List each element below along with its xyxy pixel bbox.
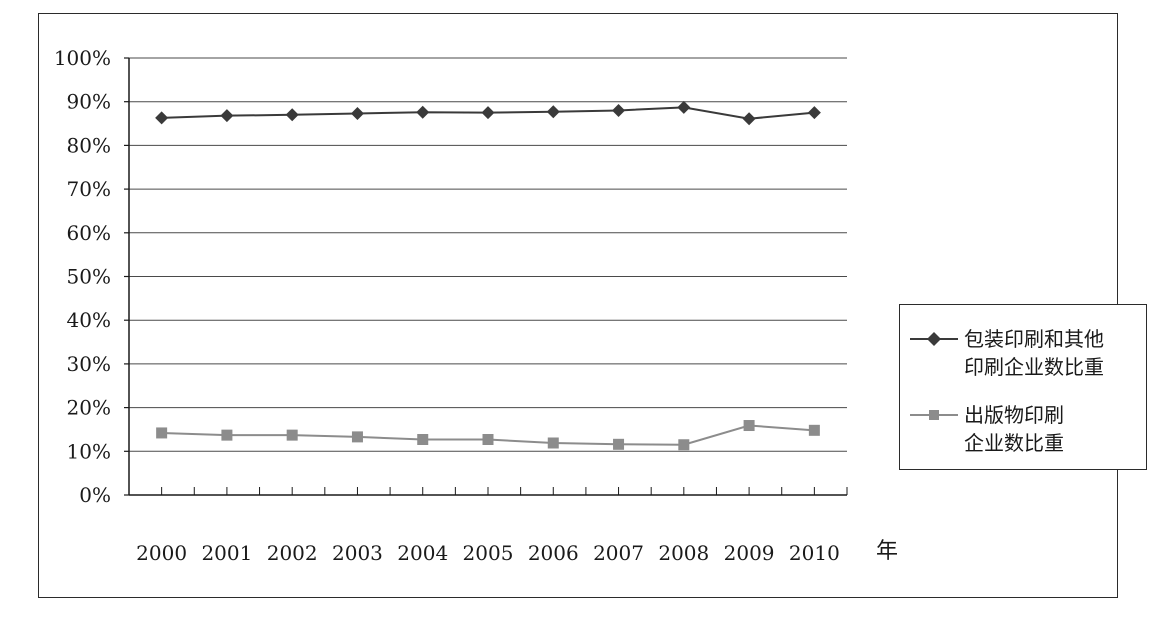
y-tick-label: 20% [67, 396, 111, 420]
x-tick-label: 2003 [332, 541, 383, 565]
data-point-diamond [612, 103, 626, 117]
data-point-square [808, 424, 820, 436]
legend-entry-publication: 出版物印刷 企业数比重 [908, 401, 1064, 457]
data-point-square [743, 420, 755, 432]
legend: 包装印刷和其他 印刷企业数比重 出版物印刷 企业数比重 [899, 304, 1147, 470]
data-point-diamond [481, 106, 495, 120]
line-chart: 0% 10% 20% 30% 40% 50% 60% 70% 80% 90% 100% 2000 200… [54, 46, 898, 565]
x-tick-label: 2008 [658, 541, 709, 565]
x-tick-label: 2006 [528, 541, 579, 565]
legend-swatch-diamond-icon [910, 332, 958, 346]
y-tick-label: 40% [67, 308, 111, 332]
data-point-square [613, 438, 625, 450]
data-point-diamond [285, 108, 299, 122]
data-point-diamond [416, 105, 430, 119]
data-point-diamond [677, 100, 691, 114]
x-tick-label: 2004 [397, 541, 448, 565]
data-point-diamond [742, 112, 756, 126]
data-point-square [482, 434, 494, 446]
x-tick-label: 2002 [267, 541, 318, 565]
y-tick-label: 60% [67, 221, 111, 245]
data-point-diamond [155, 111, 169, 125]
x-axis-title: 年 [876, 539, 898, 564]
data-point-square [547, 437, 559, 449]
y-tick-label: 100% [54, 46, 111, 70]
data-point-square [417, 434, 429, 446]
y-tick-label: 70% [67, 177, 111, 201]
x-tick-label: 2007 [593, 541, 644, 565]
chart-frame: 0% 10% 20% 30% 40% 50% 60% 70% 80% 90% 100% 2000 200… [38, 13, 1147, 598]
y-tick-label: 50% [67, 265, 111, 289]
x-tick-label: 2010 [789, 541, 840, 565]
data-point-diamond [807, 106, 821, 120]
legend-swatch-square-icon [910, 410, 958, 420]
data-point-square [286, 429, 298, 441]
y-tick-label: 0% [79, 483, 111, 507]
y-tick-label: 90% [67, 90, 111, 114]
legend-label-packaging: 包装印刷和其他 印刷企业数比重 [964, 327, 1104, 379]
legend-label-publication: 出版物印刷 企业数比重 [964, 403, 1064, 455]
y-tick-label: 30% [67, 352, 111, 376]
data-point-square [156, 427, 168, 439]
data-point-square [678, 439, 690, 451]
x-tick-label: 2000 [136, 541, 187, 565]
data-point-square [221, 429, 233, 441]
x-tick-label: 2001 [201, 541, 252, 565]
legend-entry-packaging: 包装印刷和其他 印刷企业数比重 [908, 325, 1104, 381]
data-point-diamond [350, 106, 364, 120]
data-point-diamond [546, 105, 560, 119]
x-tick-label: 2009 [724, 541, 775, 565]
data-point-square [351, 431, 363, 443]
x-tick-label: 2005 [463, 541, 514, 565]
y-tick-label: 10% [67, 439, 111, 463]
y-tick-label: 80% [67, 133, 111, 157]
data-point-diamond [220, 109, 234, 123]
